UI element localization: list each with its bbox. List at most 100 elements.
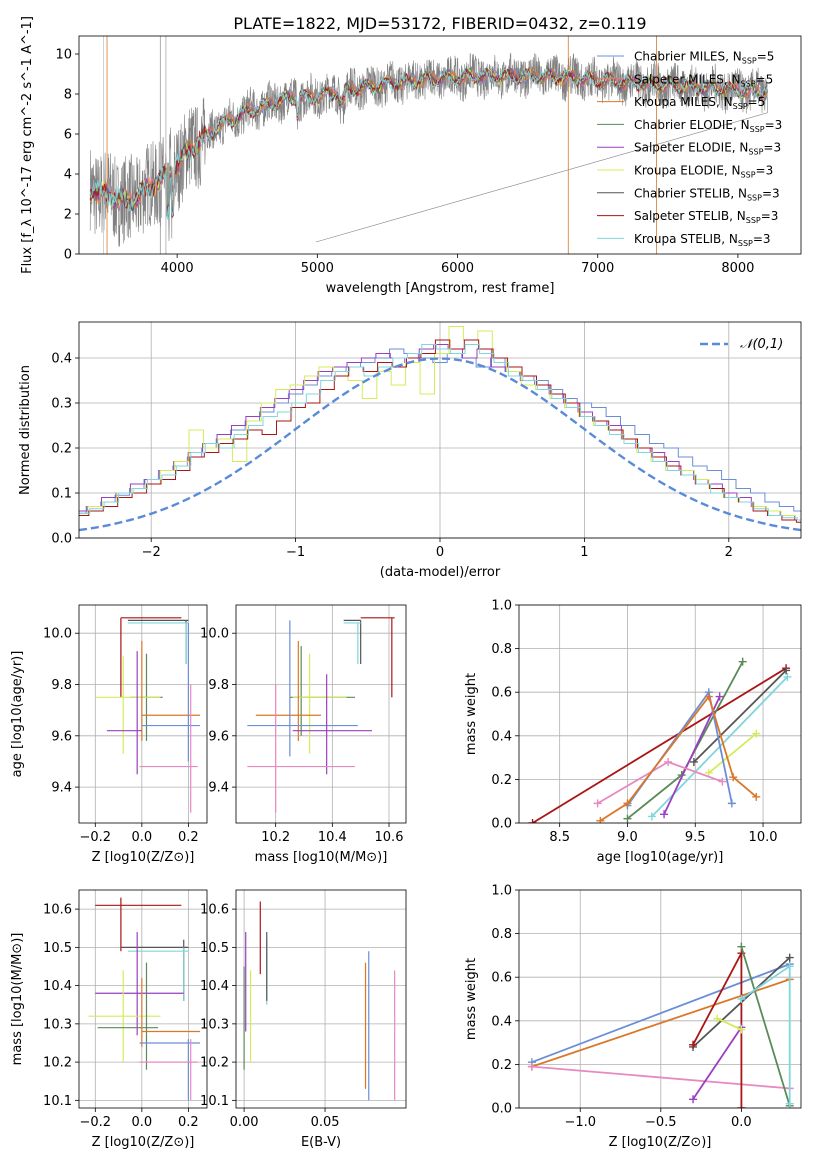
model-spectrum-line [89, 66, 768, 220]
y-tick-label: 0.4 [51, 352, 72, 367]
y-tick-label: 10.6 [200, 903, 229, 918]
y-tick-label: 0.0 [491, 1102, 512, 1117]
weight-marker [704, 692, 713, 701]
y-tick-label: 0.8 [491, 927, 512, 942]
x-axis-label: wavelength [Angstrom, rest frame] [326, 281, 555, 296]
x-tick-label: 0.2 [178, 830, 199, 845]
legend-label: Salpeter ELODIE, NSSP=3 [634, 141, 781, 157]
weight-marker [783, 672, 792, 681]
y-tick-label: 10.6 [43, 903, 72, 918]
weight-line [692, 1026, 743, 1100]
y-tick-label: 10.5 [43, 941, 72, 956]
weight-line [663, 696, 721, 815]
weight-marker [752, 729, 761, 738]
legend-label: Kroupa MILES, NSSP=5 [634, 95, 765, 111]
x-axis-label: E(B-V) [301, 1135, 341, 1150]
legend-label: 𝒩(0,1) [740, 337, 783, 352]
legend-label-rest: =3 [761, 209, 779, 223]
weight-marker [623, 799, 632, 808]
legend-label-rest: =3 [763, 141, 781, 155]
x-tick-label: 10.6 [375, 830, 404, 845]
x-tick-label: 10.2 [261, 830, 290, 845]
y-tick-label: 0.2 [51, 442, 72, 457]
weight-line [693, 669, 787, 763]
weight-marker [664, 757, 673, 766]
panel-weight_vs_Z: −1.0 −0.5 0.0 0.0 0.2 0.4 0.6 0.8 1.0 Z [log10(Z/… [464, 884, 802, 1150]
figure-title: PLATE=1822, MJD=53172, FIBERID=0432, z=0… [233, 14, 646, 33]
plot-area-spectrum [89, 36, 768, 254]
weight-marker [689, 1040, 698, 1049]
x-tick-label: 0 [436, 545, 444, 560]
x-tick-label: 0.2 [178, 1115, 199, 1130]
x-axis-label: mass [log10(M/M⊙)] [255, 850, 388, 865]
weight-marker [713, 1014, 722, 1023]
legend-label-rest: =3 [756, 164, 774, 178]
axes-frame [235, 889, 407, 1109]
weight-marker [727, 799, 736, 808]
y-tick-label: 0.0 [51, 532, 72, 547]
axes-frame [78, 321, 802, 539]
y-axis-label: mass weight [464, 958, 479, 1040]
weight-line [708, 732, 757, 774]
y-tick-label: 0.4 [491, 1014, 512, 1029]
panel-residuals: −2 −1 0 1 2 0.0 0.1 0.2 0.3 0.4 (data-model)/error… [18, 321, 802, 580]
legend-label-rest: =5 [756, 72, 774, 86]
y-tick-label: 10.2 [43, 1056, 72, 1071]
x-tick-label: 0.0 [731, 1115, 752, 1130]
legend-label: Salpeter STELIB, NSSP=3 [634, 209, 778, 225]
plot-area-weight_vs_age [528, 657, 792, 823]
legend-subscript: SSP [733, 102, 748, 111]
legend-subscript: SSP [747, 193, 762, 202]
legend-label-rest: =5 [748, 95, 766, 109]
y-tick-label: 9.6 [51, 729, 72, 744]
x-tick-label: 8.5 [549, 830, 570, 845]
weight-marker [647, 812, 656, 821]
x-axis-label: (data-model)/error [380, 565, 501, 580]
y-tick-label: 9.6 [208, 729, 229, 744]
weight-line [531, 963, 791, 1064]
plot-area-mass_vs_ebv [243, 901, 396, 1101]
y-tick-label: 1.0 [491, 599, 512, 614]
weight-marker [715, 692, 724, 701]
legend-label-rest: =3 [765, 118, 783, 132]
y-tick-label: 10.1 [43, 1094, 72, 1109]
panel-weight_vs_age: 8.5 9.0 9.5 10.0 0.0 0.2 0.4 0.6 0.8 1.0 age [log1… [464, 599, 802, 865]
weight-marker [785, 1099, 794, 1108]
weight-line [716, 1017, 742, 1031]
axes-frame [78, 604, 208, 824]
y-axis-label: mass [log10(M/M⊙)] [10, 933, 25, 1066]
y-axis-label: age [log10(age/yr)] [10, 651, 25, 778]
x-tick-label: −0.2 [80, 830, 112, 845]
normal-curve [79, 357, 801, 532]
panel-mass_vs_ebv: 0.00 0.05 10.1 10.2 10.3 10.4 10.5 10.6 E(B-V) [200, 889, 407, 1150]
plot-area-weight_vs_Z [527, 942, 794, 1108]
x-tick-label: 4000 [161, 261, 194, 276]
y-tick-label: 10.2 [200, 1056, 229, 1071]
y-tick-label: 0.2 [491, 1058, 512, 1073]
legend-label: Chabrier MILES, NSSP=5 [634, 50, 774, 66]
weight-marker [660, 810, 669, 819]
weight-line [532, 667, 787, 823]
legend-label: Chabrier STELIB, NSSP=3 [634, 186, 780, 202]
weight-line [531, 1065, 790, 1090]
x-tick-label: 0.0 [131, 830, 152, 845]
legend-subscript: SSP [738, 239, 753, 248]
x-tick-label: 0.00 [230, 1115, 259, 1130]
legend-label-rest: =3 [753, 232, 771, 246]
weight-marker [718, 777, 727, 786]
x-tick-label: 10.0 [749, 830, 778, 845]
legend-label-rest: =5 [757, 50, 775, 64]
weight-marker [785, 953, 794, 962]
weight-marker [528, 819, 537, 823]
legend-label: Kroupa ELODIE, NSSP=3 [634, 164, 773, 180]
weight-marker [704, 768, 713, 777]
y-tick-label: 0.0 [491, 817, 512, 832]
x-tick-label: 0.0 [131, 1115, 152, 1130]
x-tick-label: 9.0 [617, 830, 638, 845]
x-tick-label: −0.5 [645, 1115, 677, 1130]
y-tick-label: 10.0 [43, 627, 72, 642]
y-tick-label: 6 [64, 128, 72, 143]
x-tick-label: −1.0 [564, 1115, 596, 1130]
y-tick-label: 0.3 [51, 397, 72, 412]
y-tick-label: 0.1 [51, 487, 72, 502]
